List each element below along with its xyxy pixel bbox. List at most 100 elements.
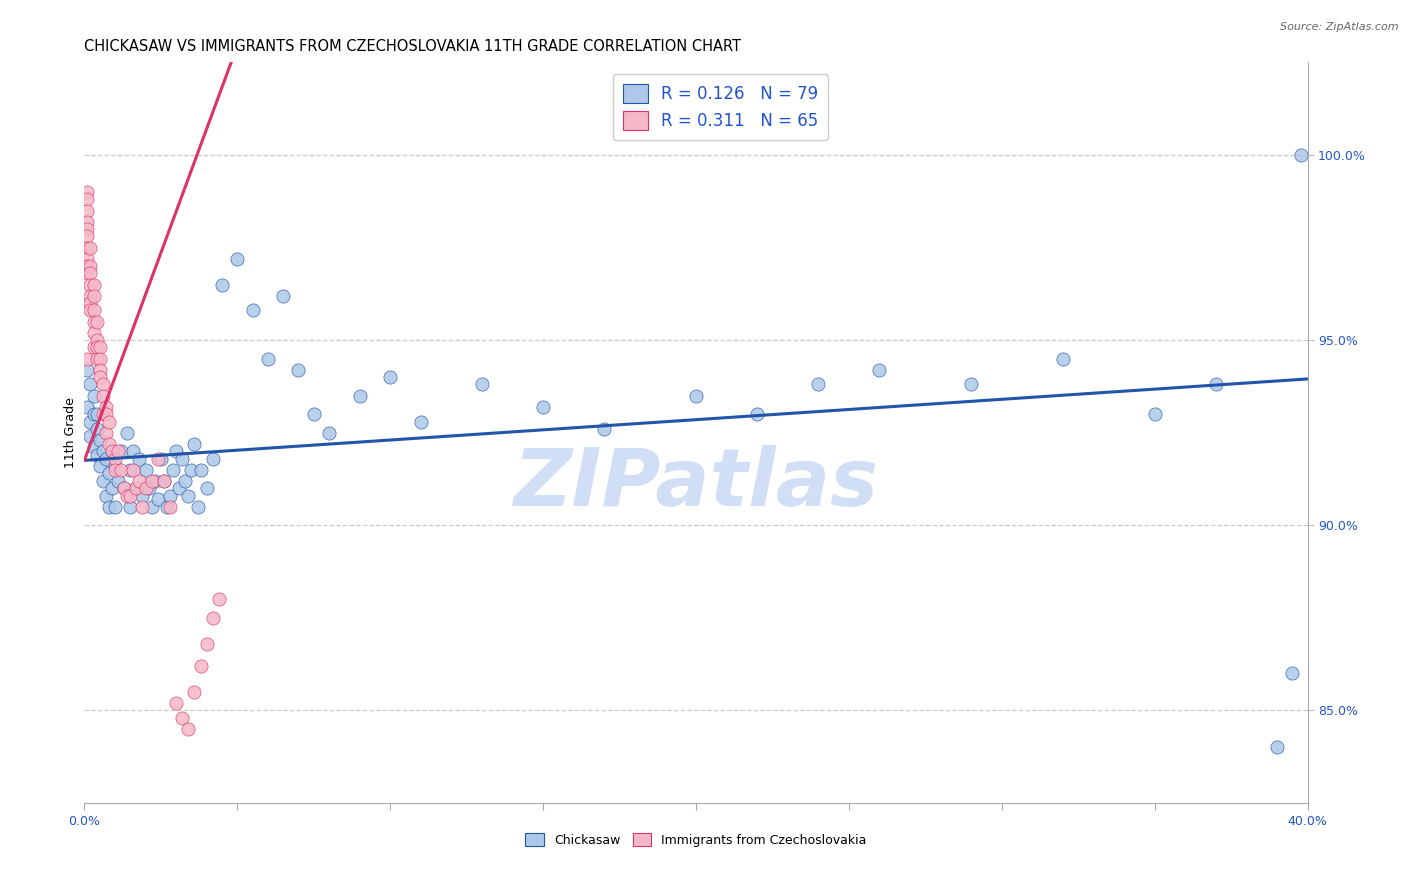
- Point: [128, 451, 150, 466]
- Point: [183, 685, 205, 699]
- Point: [128, 474, 150, 488]
- Point: [94, 425, 117, 440]
- Point: [83, 388, 105, 402]
- Point: [94, 400, 117, 414]
- Text: CHICKASAW VS IMMIGRANTS FROM CZECHOSLOVAKIA 11TH GRADE CORRELATION CHART: CHICKASAW VS IMMIGRANTS FROM CZECHOSLOVA…: [84, 39, 741, 54]
- Point: [1281, 666, 1303, 681]
- Point: [380, 370, 402, 384]
- Point: [76, 400, 98, 414]
- Point: [190, 658, 212, 673]
- Point: [960, 377, 983, 392]
- Point: [593, 422, 616, 436]
- Point: [349, 388, 371, 402]
- Point: [101, 444, 124, 458]
- Point: [159, 489, 181, 503]
- Point: [287, 362, 309, 376]
- Point: [172, 451, 194, 466]
- Point: [83, 407, 105, 421]
- Point: [211, 277, 233, 292]
- Point: [112, 481, 135, 495]
- Point: [104, 500, 127, 514]
- Point: [159, 500, 181, 514]
- Point: [807, 377, 830, 392]
- Point: [97, 500, 120, 514]
- Point: [177, 722, 200, 736]
- Text: Source: ZipAtlas.com: Source: ZipAtlas.com: [1281, 22, 1399, 32]
- Point: [1052, 351, 1074, 366]
- Point: [107, 474, 129, 488]
- Point: [201, 611, 224, 625]
- Point: [76, 193, 98, 207]
- Point: [97, 415, 120, 429]
- Point: [83, 441, 105, 455]
- Point: [86, 422, 108, 436]
- Point: [1205, 377, 1227, 392]
- Point: [153, 474, 176, 488]
- Point: [172, 711, 194, 725]
- Point: [76, 362, 98, 376]
- Point: [115, 425, 138, 440]
- Point: [91, 407, 114, 421]
- Point: [89, 362, 111, 376]
- Point: [685, 388, 707, 402]
- Point: [89, 370, 111, 384]
- Point: [76, 203, 98, 218]
- Point: [201, 451, 224, 466]
- Point: [79, 296, 101, 310]
- Point: [195, 637, 218, 651]
- Point: [79, 303, 101, 318]
- Point: [146, 492, 169, 507]
- Point: [195, 481, 218, 495]
- Point: [86, 315, 108, 329]
- Point: [208, 592, 231, 607]
- Point: [186, 500, 208, 514]
- Point: [125, 481, 148, 495]
- Point: [86, 448, 108, 462]
- Point: [104, 458, 127, 473]
- Point: [120, 462, 142, 476]
- Point: [76, 252, 98, 266]
- Point: [141, 500, 163, 514]
- Point: [302, 407, 325, 421]
- Point: [115, 489, 138, 503]
- Point: [79, 267, 101, 281]
- Point: [79, 241, 101, 255]
- Text: ZIPatlas: ZIPatlas: [513, 445, 879, 524]
- Point: [83, 315, 105, 329]
- Point: [112, 481, 135, 495]
- Point: [165, 444, 187, 458]
- Point: [104, 451, 127, 466]
- Point: [242, 303, 264, 318]
- Point: [177, 489, 200, 503]
- Point: [76, 222, 98, 236]
- Point: [94, 407, 117, 421]
- Point: [94, 451, 117, 466]
- Point: [79, 429, 101, 443]
- Point: [131, 500, 153, 514]
- Point: [531, 400, 554, 414]
- Point: [89, 458, 111, 473]
- Point: [97, 436, 120, 450]
- Point: [89, 433, 111, 447]
- Point: [104, 462, 127, 476]
- Point: [167, 481, 190, 495]
- Point: [120, 500, 142, 514]
- Point: [183, 436, 205, 450]
- Point: [83, 326, 105, 340]
- Point: [149, 451, 172, 466]
- Point: [91, 388, 114, 402]
- Point: [83, 303, 105, 318]
- Point: [318, 425, 340, 440]
- Point: [86, 341, 108, 355]
- Point: [101, 444, 124, 458]
- Point: [257, 351, 280, 366]
- Point: [747, 407, 769, 421]
- Point: [143, 474, 166, 488]
- Point: [146, 451, 169, 466]
- Point: [76, 241, 98, 255]
- Point: [91, 377, 114, 392]
- Point: [97, 467, 120, 481]
- Point: [76, 351, 98, 366]
- Point: [79, 288, 101, 302]
- Point: [79, 415, 101, 429]
